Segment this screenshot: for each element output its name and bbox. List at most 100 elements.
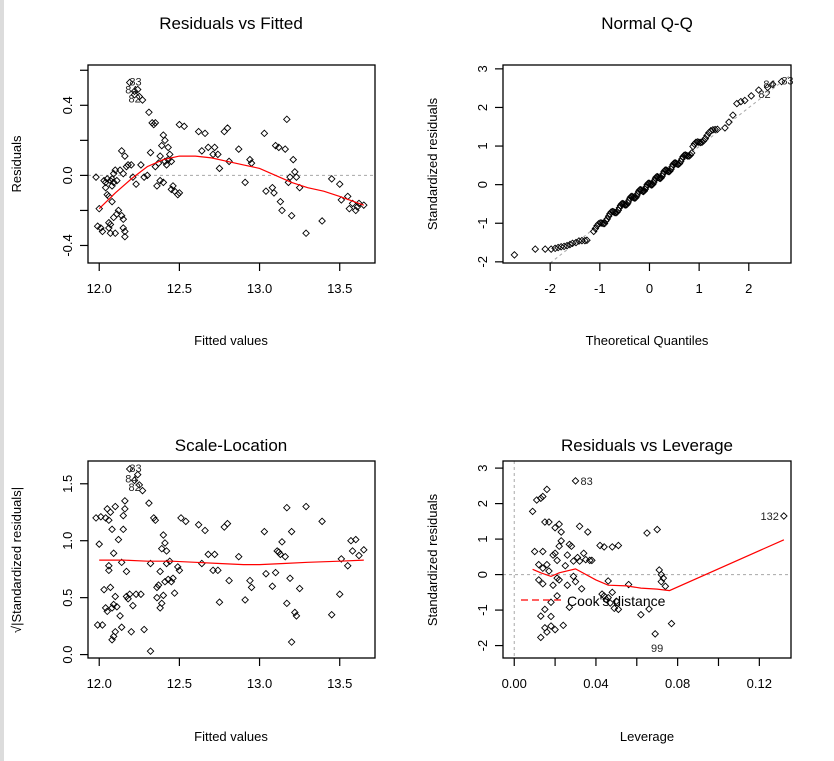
data-point [614,605,623,614]
data-point [545,567,553,575]
data-point [567,542,576,551]
y-tick-label: 0.0 [60,646,75,664]
data-point [528,507,537,516]
x-tick-label: 0 [646,281,653,296]
data-point [318,217,326,225]
panel-scale-location: Scale-Location Fitted values √|Standardi… [9,436,376,744]
data-point [651,630,660,638]
point-label: 83 [781,76,793,88]
x-tick-label: 12.5 [167,281,192,296]
data-point [553,556,561,565]
data-point [101,514,110,522]
data-point [596,219,605,227]
data-point [614,541,623,550]
data-point [696,138,705,147]
data-point [553,592,561,600]
data-point [271,141,280,150]
data-point [596,541,604,550]
x-axis-label: Fitted values [194,729,268,744]
plot-frame [87,460,376,659]
data-point [215,164,224,173]
data-point [608,543,617,551]
data-point [103,607,112,616]
y-tick-label: 2 [475,104,490,111]
data-point [162,547,171,555]
x-tick-label: 0.12 [747,676,772,691]
data-point [278,538,286,546]
data-point [119,525,128,534]
data-point [698,138,706,147]
data-point [157,599,166,608]
data-point [281,552,290,561]
data-point [119,224,128,232]
data-point [571,477,580,485]
data-point [260,527,269,536]
data-point [624,580,633,589]
panel-title: Residuals vs Fitted [159,14,303,33]
data-point [563,581,572,590]
data-point [157,141,166,150]
data-point [119,511,128,520]
data-point [606,599,615,607]
y-axis-label: Residuals [9,135,24,193]
data-point [603,215,612,223]
data-point [551,244,559,253]
data-point [575,237,583,245]
y-tick-label: -0.4 [60,234,75,256]
data-point [214,566,222,575]
data-point [645,605,653,613]
data-point [167,157,176,166]
y-axis-label: Standardized residuals [425,97,440,230]
data-point [274,548,283,556]
data-point [121,232,129,241]
data-point [545,518,553,526]
data-point [637,610,645,619]
data-point [105,516,113,525]
data-point [569,557,578,565]
y-tick-label: 1.0 [60,532,75,550]
data-point [122,592,131,601]
data-point [98,227,107,236]
data-point [106,508,115,517]
data-point [549,581,557,590]
data-point [591,224,600,233]
data-point [337,196,346,204]
data-point [247,583,256,592]
data-point [713,125,722,134]
data-point [93,222,102,231]
data-point [117,623,126,632]
data-point [588,556,596,565]
data-point [541,518,549,526]
data-point [536,633,545,642]
data-point [98,621,107,629]
data-point [278,206,286,215]
data-point [173,563,182,571]
x-tick-label: 12.0 [87,281,112,296]
data-point [541,245,550,253]
data-point [530,547,539,556]
data-point [156,567,164,576]
data-point [551,523,559,532]
y-tick-label: 3 [475,65,490,72]
x-axis-label: Leverage [620,729,674,744]
data-point [223,124,232,132]
data-point [106,220,115,229]
y-tick-label: -2 [475,640,490,652]
data-point [105,561,113,570]
data-point [583,528,592,536]
data-point [130,87,139,96]
data-point [543,560,551,569]
data-point [109,213,118,222]
y-tick-label: 0 [475,571,490,578]
data-point [225,576,233,585]
data-point [711,125,719,134]
x-axis-label: Theoretical Quantiles [586,333,709,348]
data-point [703,131,711,140]
data-point [194,520,203,529]
data-point [577,584,586,593]
data-point [754,86,763,94]
x-tick-label: 12.5 [167,676,192,691]
data-point [114,206,123,215]
data-point [204,143,213,152]
